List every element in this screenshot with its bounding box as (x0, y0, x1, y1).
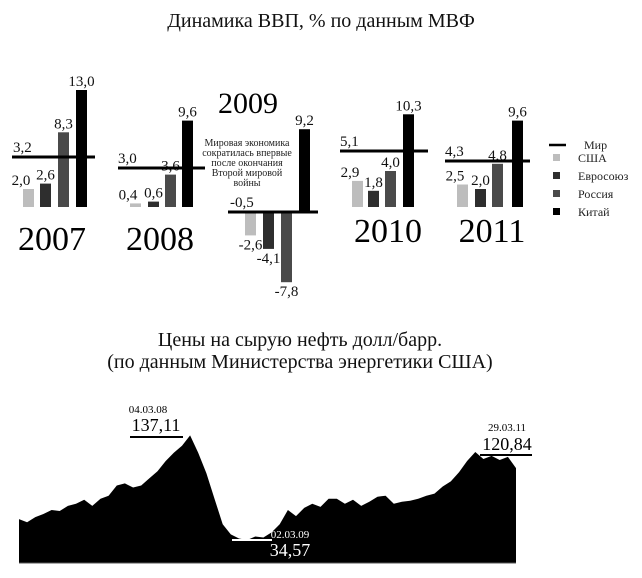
bar-value-label: -4,1 (257, 251, 281, 267)
bar-value-label: 2,5 (446, 169, 465, 185)
legend-swatch (553, 154, 560, 161)
year-label: 2007 (18, 221, 86, 258)
bar-value-label: 2,0 (471, 173, 490, 189)
annotation-date: 04.03.08 (129, 404, 168, 416)
bar-value-label: 2,6 (36, 168, 55, 184)
bar-2-2010 (385, 171, 396, 207)
legend-swatch (553, 190, 560, 197)
annotation-line: сократилась впервые (202, 148, 292, 159)
bar-2-2008 (165, 174, 176, 207)
gdp-chart: 2,02,68,313,03,220070,40,63,69,63,02008-… (12, 74, 530, 300)
bar-0-2009 (245, 212, 256, 236)
bar-1-2008 (148, 201, 159, 207)
gdp-group-2009: -2,6-4,1 -7,8 9,2 -0,5 2009 (218, 87, 318, 300)
bar-value-label: 2,0 (12, 173, 31, 189)
bar-value-label: 4,0 (381, 155, 400, 171)
annotation-date: 02.03.09 (271, 529, 310, 541)
annotation-line: после окончания (211, 158, 283, 169)
bar-3-2007 (76, 90, 87, 207)
world-value-label: 3,2 (13, 140, 32, 156)
annotation-date: 29.03.11 (488, 422, 526, 434)
world-value-label: -0,5 (230, 195, 254, 211)
bar-value-label: 9,6 (178, 105, 197, 121)
year-label: 2008 (126, 221, 194, 258)
legend-label-world: Мир (584, 138, 607, 152)
bar-value-label: 0,6 (144, 186, 163, 202)
annotation-value: 34,57 (270, 540, 311, 560)
bar-value-label: -2,6 (239, 237, 263, 253)
bar-value-label: 9,2 (295, 113, 314, 129)
bar-value-label: 10,3 (395, 98, 421, 114)
bar-2-2011 (492, 163, 503, 207)
world-value-label: 4,3 (445, 144, 464, 160)
bar-0-2011 (457, 184, 468, 207)
year-label: 2011 (459, 213, 526, 250)
legend-label: Россия (578, 187, 614, 201)
annotation-line: войны (233, 178, 260, 189)
oil-chart-title-line1: Цены на сырую нефть долл/барр. (158, 329, 442, 351)
bar-1-2009 (263, 212, 274, 249)
annotation-line: Мировая экономика (205, 138, 291, 149)
legend-label: США (578, 151, 607, 165)
world-value-label: 3,0 (118, 151, 137, 167)
bar-1-2007 (40, 183, 51, 207)
bar-3-2011 (512, 120, 523, 207)
bar-1-2010 (368, 190, 379, 207)
bar-2-2007 (58, 132, 69, 207)
annotation-value: 137,11 (132, 415, 181, 435)
bar-0-2008 (130, 203, 141, 207)
bar-0-2010 (352, 180, 363, 207)
annotation-line: Второй мировой (212, 168, 283, 179)
legend-label: Евросоюз (578, 169, 629, 183)
bar-value-label: 13,0 (68, 74, 94, 90)
legend-swatch (553, 172, 560, 179)
bar-3-2009 (299, 129, 310, 212)
bar-value-label: 0,4 (119, 187, 138, 203)
bar-value-label: -7,8 (275, 284, 299, 300)
bar-value-label: 2,9 (341, 165, 360, 181)
bar-3-2010 (403, 114, 414, 207)
legend-swatch (553, 208, 560, 215)
bar-value-label: 1,8 (364, 175, 383, 191)
gdp-group-2007: 2,0 2,6 8,3 13,0 3,2 2007 (12, 74, 95, 258)
world-value-label: 5,1 (340, 134, 359, 150)
bar-1-2011 (475, 189, 486, 207)
bar-3-2008 (182, 120, 193, 207)
gdp-group-2010: 2,91,8 4,0 10,3 5,1 2010 (340, 98, 428, 250)
bar-0-2007 (23, 189, 34, 207)
bar-2-2009 (281, 212, 292, 283)
legend-label: Китай (578, 205, 610, 219)
annotation-value: 120,84 (482, 434, 532, 454)
gdp-chart-title: Динамика ВВП, % по данным МВФ (167, 10, 475, 32)
year-label: 2010 (354, 213, 422, 250)
year-label: 2009 (218, 87, 278, 120)
oil-chart-title-line2: (по данным Министерства энергетики США) (107, 351, 492, 373)
bar-value-label: 8,3 (54, 116, 73, 132)
oil-price-area (19, 435, 516, 563)
bar-value-label: 9,6 (508, 105, 527, 121)
